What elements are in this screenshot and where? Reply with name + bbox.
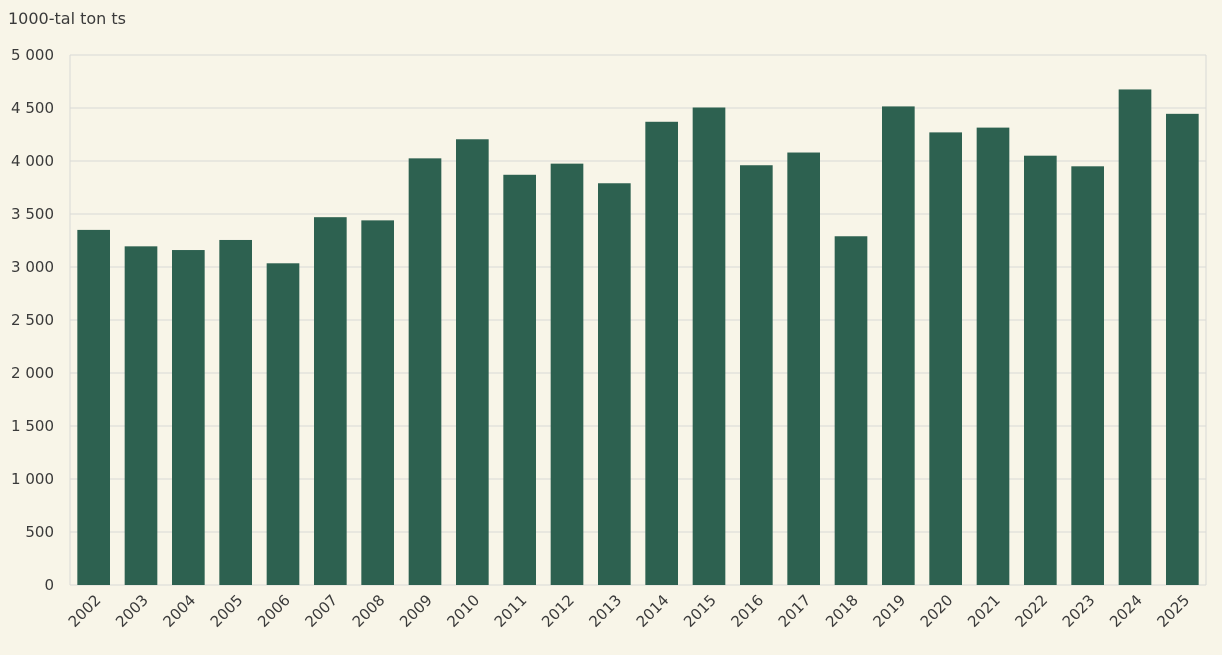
bar-2009 [408,158,442,585]
x-tick-label: 2016 [727,591,767,631]
y-tick-label: 1 500 [11,417,54,435]
y-tick-label: 500 [25,523,54,541]
x-tick-label: 2023 [1059,591,1099,631]
bar-2014 [645,121,678,585]
x-tick-label: 2015 [680,591,720,631]
x-tick-label: 2010 [443,591,483,631]
bar-2015 [692,107,726,585]
bar-2010 [456,139,489,585]
bars [77,89,1199,586]
bar-2024 [1118,89,1152,585]
bar-2005 [219,239,252,585]
bar-2008 [361,220,394,586]
x-tick-label: 2024 [1106,591,1146,631]
x-tick-label: 2011 [491,591,531,631]
x-tick-label: 2012 [538,591,578,631]
y-tick-label: 3 500 [11,205,54,223]
y-tick-label: 3 000 [11,258,54,276]
y-tick-label: 1 000 [11,470,54,488]
y-tick-label: 2 500 [11,311,54,329]
bar-2002 [77,229,110,585]
bar-2012 [550,163,584,585]
x-tick-label: 2004 [159,591,199,631]
bar-2025 [1166,113,1199,585]
x-tick-label: 2007 [301,591,341,631]
x-tick-label: 2013 [585,591,625,631]
x-tick-label: 2014 [633,591,673,631]
bar-2020 [929,132,962,585]
bar-2023 [1071,166,1104,586]
bar-2022 [1024,155,1057,585]
bar-2006 [266,263,300,585]
bar-2019 [882,106,915,585]
y-tick-label: 5 000 [11,46,54,64]
x-tick-label: 2009 [396,591,436,631]
bar-2017 [787,152,820,585]
x-tick-label: 2006 [254,591,294,631]
bar-2016 [740,165,773,586]
bar-2004 [172,250,205,586]
x-tick-label: 2002 [65,591,105,631]
y-tick-label: 4 000 [11,152,54,170]
bar-2011 [503,174,536,585]
x-tick-label: 2003 [112,591,152,631]
bar-2021 [976,127,1010,586]
y-tick-label: 2 000 [11,364,54,382]
x-tick-label: 2021 [964,591,1004,631]
x-tick-label: 2008 [349,591,389,631]
x-tick-label: 2019 [869,591,909,631]
x-tick-label: 2020 [917,591,957,631]
x-tick-label: 2022 [1011,591,1051,631]
bar-2013 [598,183,631,585]
bar-2007 [314,217,347,585]
x-tick-label: 2018 [822,591,862,631]
x-tick-label: 2017 [775,591,815,631]
x-tick-label: 2025 [1153,591,1193,631]
y-axis-unit-label: 1000-tal ton ts [8,9,126,28]
gridlines [69,54,1207,586]
x-axis-ticks: 2002 2003 2004 2005 2006 2007 2008 2009 2010 2011… [65,591,1193,631]
y-tick-label: 4 500 [11,99,54,117]
bar-2003 [124,246,158,585]
y-tick-label: 0 [44,576,54,594]
y-axis-ticks: 0 500 1 000 1 500 2 000 2 500 3 000 3 500 4 000 4… [11,46,54,594]
x-tick-label: 2005 [207,591,247,631]
bar-2018 [834,236,868,585]
